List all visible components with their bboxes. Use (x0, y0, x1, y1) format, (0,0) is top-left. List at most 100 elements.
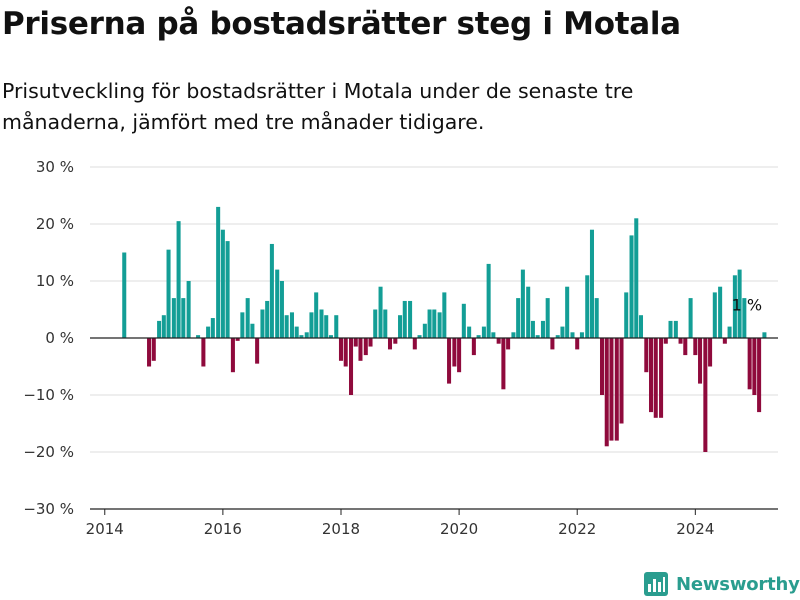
bar (659, 338, 664, 418)
bar (378, 286, 383, 338)
bar (594, 298, 599, 338)
bar (668, 320, 673, 338)
bar (442, 292, 447, 338)
x-tick-label: 2014 (86, 520, 124, 538)
bar (309, 312, 314, 338)
bar (762, 332, 767, 338)
bar (673, 320, 678, 338)
y-tick-label: −10 % (23, 386, 74, 404)
bar (324, 315, 329, 338)
bar (279, 281, 284, 338)
bar (718, 286, 723, 338)
bar (486, 263, 491, 338)
annotations: 1 % (732, 295, 762, 314)
bar (245, 298, 250, 338)
bar (230, 338, 235, 373)
gridlines (90, 166, 778, 453)
bar (186, 281, 191, 338)
bar (294, 326, 299, 338)
bar (496, 338, 501, 344)
y-tick-label: −20 % (23, 443, 74, 461)
x-tick-label: 2022 (558, 520, 596, 538)
bar (299, 335, 304, 338)
bar (614, 338, 619, 441)
bar (353, 338, 358, 347)
bar (752, 338, 757, 395)
bar (255, 338, 260, 364)
chart-title: Priserna på bostadsrätter steg i Motala (2, 6, 681, 42)
bar (663, 338, 668, 344)
bar (235, 338, 240, 341)
bar (201, 338, 206, 367)
bar (398, 315, 403, 338)
bar (698, 338, 703, 384)
bar (575, 338, 580, 350)
bar (432, 309, 437, 338)
annotation-label: 1 % (732, 295, 762, 314)
bar (289, 312, 294, 338)
bar (161, 315, 166, 338)
bar (678, 338, 683, 344)
chart-subtitle: Prisutveckling för bostadsrätter i Motal… (2, 79, 634, 134)
bar (171, 298, 176, 338)
bar (526, 286, 531, 338)
bar (216, 206, 221, 338)
bar (147, 338, 152, 367)
bar (634, 218, 639, 338)
bar (220, 229, 225, 338)
bar (457, 338, 462, 373)
bar (250, 323, 255, 338)
bar (383, 309, 388, 338)
bar (304, 332, 309, 338)
bar (703, 338, 708, 452)
bar (649, 338, 654, 413)
bar (604, 338, 609, 447)
bar (196, 335, 201, 338)
bar (210, 318, 215, 338)
newsworthy-logo: Newsworthy (644, 571, 800, 597)
bar (599, 338, 605, 395)
bar (619, 338, 624, 424)
bar (422, 323, 427, 338)
bar (387, 338, 393, 350)
bar (520, 269, 525, 338)
bar (638, 315, 644, 338)
bar (629, 235, 634, 338)
bar (757, 338, 762, 413)
bar (408, 300, 413, 338)
bar (624, 292, 629, 338)
bar (368, 338, 373, 347)
bar (516, 298, 521, 338)
bar (373, 309, 378, 338)
bar (284, 315, 289, 338)
bar-chart-icon (644, 572, 668, 596)
bar (688, 298, 693, 338)
bar (579, 332, 584, 338)
bar (437, 312, 442, 338)
bar (151, 338, 156, 361)
bar (225, 241, 230, 338)
bar (550, 338, 555, 350)
bar (747, 338, 752, 390)
bar (555, 335, 560, 338)
bar (530, 320, 535, 338)
bar (653, 338, 658, 418)
x-tick-label: 2018 (322, 520, 360, 538)
brand-name: Newsworthy (676, 573, 800, 595)
bar (491, 332, 496, 338)
bar (157, 320, 162, 338)
bar (511, 332, 516, 338)
bar (402, 300, 407, 338)
bar (737, 269, 742, 338)
bar (589, 229, 594, 338)
bar (260, 309, 265, 338)
bar (712, 292, 717, 338)
x-tick-label: 2016 (204, 520, 242, 538)
bar (560, 326, 565, 338)
bar (708, 338, 713, 367)
bar (545, 298, 550, 338)
bar (349, 338, 354, 395)
bar (328, 335, 333, 338)
bar (540, 320, 545, 338)
